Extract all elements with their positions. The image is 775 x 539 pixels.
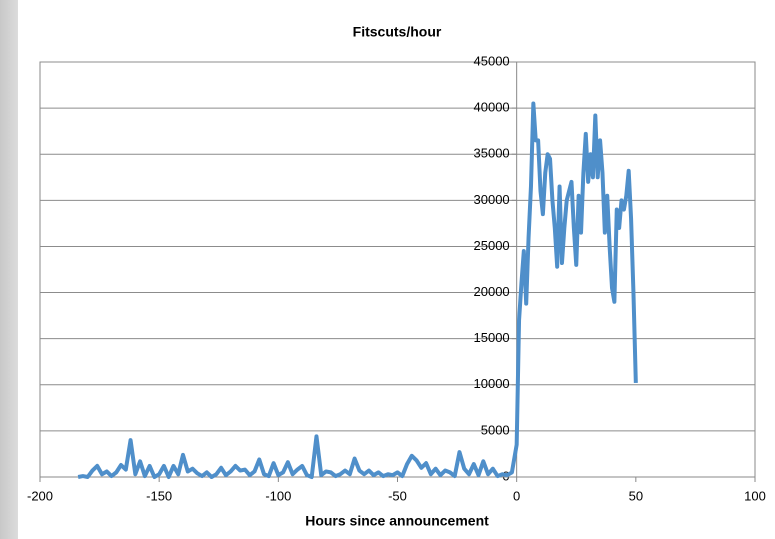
x-tick-label: -200 — [27, 488, 53, 503]
y-tick-label: 40000 — [474, 100, 510, 115]
x-axis-label: Hours since announcement — [305, 513, 489, 529]
chart-title: Fitscuts/hour — [353, 24, 442, 40]
x-tick-label: -100 — [265, 488, 291, 503]
y-tick-label: 45000 — [474, 53, 510, 68]
x-tick-label: -150 — [146, 488, 172, 503]
x-tick-label: 50 — [629, 488, 643, 503]
y-tick-label: 15000 — [474, 330, 510, 345]
data-line — [77, 101, 638, 479]
x-tick-label: 0 — [513, 488, 520, 503]
x-tick-label: 100 — [744, 488, 766, 503]
chart-background — [18, 0, 775, 539]
y-tick-label: 35000 — [474, 146, 510, 161]
y-tick-label: 10000 — [474, 376, 510, 391]
x-tick-label: -50 — [388, 488, 407, 503]
y-tick-label: 25000 — [474, 238, 510, 253]
y-tick-label: 20000 — [474, 284, 510, 299]
y-tick-label: 5000 — [481, 422, 510, 437]
y-tick-label: 30000 — [474, 192, 510, 207]
